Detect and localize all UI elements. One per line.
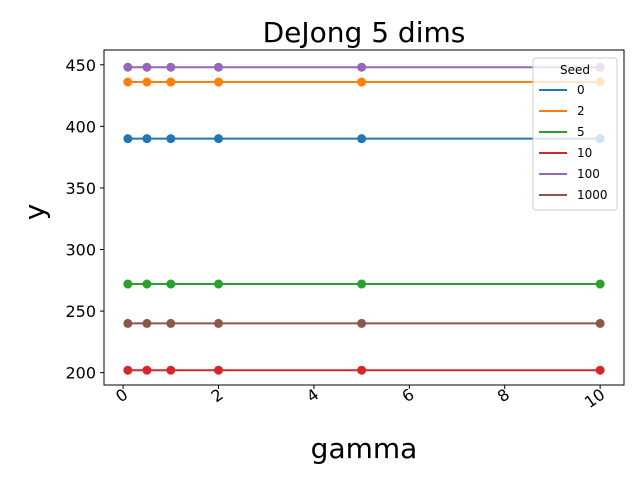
legend-title: Seed	[560, 63, 590, 77]
data-point	[123, 77, 133, 87]
data-point	[214, 62, 223, 72]
data-point	[123, 134, 133, 144]
series-100	[123, 62, 605, 72]
legend-item-10: 10	[539, 146, 592, 160]
y-tick-label: 400	[65, 117, 96, 136]
data-point	[357, 77, 367, 87]
series-0	[123, 134, 605, 144]
data-point	[123, 365, 133, 375]
data-point	[166, 318, 176, 328]
data-point	[357, 318, 367, 328]
data-point	[142, 77, 152, 87]
data-point	[595, 365, 605, 375]
x-axis-label: gamma	[311, 432, 418, 465]
data-point	[142, 62, 152, 72]
data-point	[595, 318, 605, 328]
data-point	[142, 134, 152, 144]
data-point	[166, 62, 176, 72]
series-2	[123, 77, 605, 87]
data-point	[142, 365, 152, 375]
data-point	[214, 279, 223, 289]
x-tick-label: 10	[581, 385, 609, 412]
data-point	[123, 279, 133, 289]
data-point	[357, 279, 367, 289]
x-tick-label: 0	[112, 385, 131, 406]
legend-label: 1000	[577, 188, 608, 202]
x-tick-label: 8	[494, 385, 513, 406]
y-tick-label: 300	[65, 241, 96, 260]
data-point	[166, 365, 176, 375]
plot-area	[123, 62, 605, 375]
y-tick-label: 350	[65, 179, 96, 198]
y-tick-label: 450	[65, 56, 96, 75]
legend-label: 100	[577, 167, 600, 181]
legend-item-100: 100	[539, 167, 600, 181]
legend-label: 10	[577, 146, 592, 160]
data-point	[595, 279, 605, 289]
legend-label: 5	[577, 125, 585, 139]
legend-label: 2	[577, 104, 585, 118]
data-point	[214, 365, 223, 375]
data-point	[357, 134, 367, 144]
series-1000	[123, 318, 605, 328]
series-5	[123, 279, 605, 289]
data-point	[214, 134, 223, 144]
axes-frame	[103, 49, 625, 386]
y-axis-label: y	[18, 204, 51, 221]
y-tick-label: 200	[65, 364, 96, 383]
legend-item-0: 0	[539, 83, 585, 97]
data-point	[142, 279, 152, 289]
x-tick-label: 6	[398, 385, 417, 406]
legend-item-5: 5	[539, 125, 585, 139]
y-tick-label: 250	[65, 302, 96, 321]
data-point	[166, 279, 176, 289]
data-point	[142, 318, 152, 328]
data-point	[357, 365, 367, 375]
data-point	[123, 318, 133, 328]
data-point	[214, 77, 223, 87]
x-tick-label: 4	[303, 385, 322, 406]
data-point	[357, 62, 367, 72]
legend-item-2: 2	[539, 104, 585, 118]
legend: Seed 0 2 5 10 100 1000	[532, 57, 618, 211]
data-point	[166, 77, 176, 87]
legend-box	[532, 57, 618, 211]
legend-item-1000: 1000	[539, 188, 608, 202]
x-tick-label: 2	[208, 385, 227, 406]
data-point	[123, 62, 133, 72]
legend-label: 0	[577, 83, 585, 97]
series-10	[123, 365, 605, 375]
data-point	[214, 318, 223, 328]
chart-title: DeJong 5 dims	[263, 16, 466, 49]
data-point	[166, 134, 176, 144]
